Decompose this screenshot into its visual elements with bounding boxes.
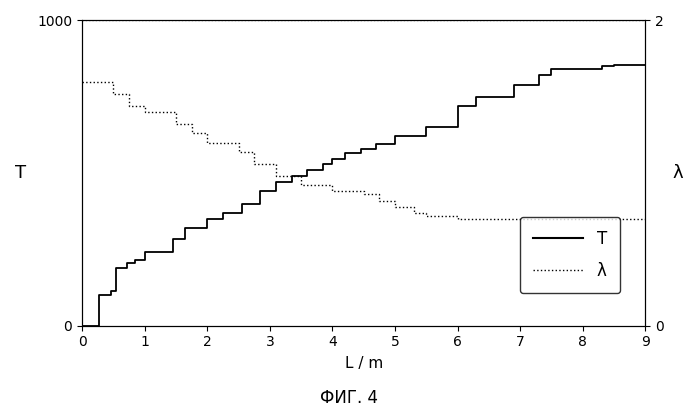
λ xyxy=(454,213,462,218)
T xyxy=(78,323,87,328)
λ xyxy=(297,174,305,179)
λ xyxy=(235,140,243,145)
λ xyxy=(328,183,336,188)
Line: λ: λ xyxy=(82,81,646,219)
λ xyxy=(125,91,133,96)
λ xyxy=(391,198,399,203)
λ xyxy=(422,210,431,215)
λ xyxy=(454,217,462,222)
λ xyxy=(187,122,195,127)
λ xyxy=(391,204,399,209)
λ xyxy=(422,213,431,218)
Text: ФИГ. 4: ФИГ. 4 xyxy=(320,389,378,407)
T xyxy=(181,236,190,241)
λ xyxy=(250,149,258,154)
λ xyxy=(359,189,368,194)
λ xyxy=(203,131,211,136)
λ xyxy=(272,174,281,179)
T xyxy=(641,62,650,67)
λ xyxy=(375,198,383,203)
λ xyxy=(109,91,117,96)
λ xyxy=(140,110,149,115)
λ xyxy=(203,140,211,145)
λ xyxy=(410,210,418,215)
λ xyxy=(109,79,117,84)
Y-axis label: λ: λ xyxy=(672,164,683,182)
λ xyxy=(328,189,336,194)
λ xyxy=(375,192,383,197)
T xyxy=(357,151,365,156)
λ xyxy=(187,131,195,136)
λ xyxy=(410,204,418,209)
λ xyxy=(641,217,650,222)
λ xyxy=(272,162,281,166)
λ xyxy=(125,104,133,109)
T xyxy=(218,217,227,222)
λ xyxy=(172,122,180,127)
λ xyxy=(140,104,149,109)
λ xyxy=(78,79,87,84)
λ xyxy=(235,149,243,154)
T xyxy=(610,62,618,67)
Legend: T, λ: T, λ xyxy=(520,217,620,293)
λ xyxy=(297,183,305,188)
T xyxy=(203,226,211,231)
λ xyxy=(359,192,368,197)
λ xyxy=(172,110,180,115)
T xyxy=(218,210,227,215)
λ xyxy=(250,162,258,166)
T xyxy=(131,258,140,263)
X-axis label: L / m: L / m xyxy=(345,356,383,372)
Y-axis label: T: T xyxy=(15,164,26,182)
Line: T: T xyxy=(82,65,646,326)
